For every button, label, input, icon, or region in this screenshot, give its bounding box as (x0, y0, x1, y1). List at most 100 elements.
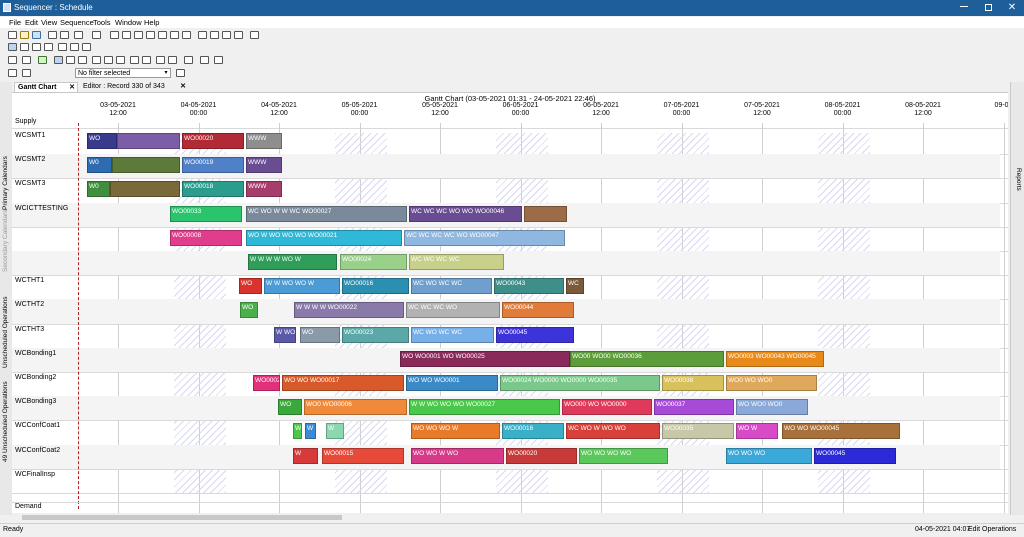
resource-name[interactable]: WCTHT1 (15, 277, 45, 285)
operation-bar[interactable]: WO00015 (322, 447, 404, 464)
zoom-in-icon[interactable] (66, 56, 75, 64)
resource-name[interactable]: WCConfCoat1 (15, 422, 61, 430)
lk-icon[interactable] (200, 56, 209, 64)
operation-bar[interactable]: W (293, 423, 302, 440)
operation-bar[interactable]: WO00023 (342, 326, 409, 343)
settings-icon[interactable] (250, 31, 259, 39)
operation-bar[interactable]: WC WO W W WC WO00027 (246, 205, 407, 222)
operation-bar[interactable]: W0 (87, 157, 112, 174)
sort-icon[interactable] (156, 56, 165, 64)
split-icon[interactable] (58, 43, 67, 51)
operation-bar[interactable]: WO0 WO00006 (304, 399, 407, 416)
menu-sequence[interactable]: Sequence (60, 18, 94, 27)
filter-icon[interactable] (104, 56, 113, 64)
resource-name[interactable]: WCSMT3 (15, 180, 46, 188)
operation-bar[interactable]: WC WC WC WC (409, 254, 504, 270)
resource-name[interactable]: WCBonding3 (15, 398, 57, 406)
operation-bar[interactable]: WO00038 (662, 375, 724, 391)
operation-bar[interactable]: WO (87, 133, 117, 149)
filter-apply-icon[interactable] (176, 69, 185, 77)
resource-name[interactable]: WCICTTESTING (15, 204, 69, 212)
menu-view[interactable]: View (41, 18, 58, 27)
primary-calendars-tab[interactable]: Primary Calendars (2, 156, 9, 210)
operation-bar[interactable]: W W WO WO WO WO00027 (409, 399, 560, 416)
operation-bar[interactable]: WO00008 (170, 229, 242, 246)
menu-edit[interactable]: Edit (25, 18, 38, 27)
resource-name[interactable]: WCTHT2 (15, 301, 45, 309)
filter-edit-icon[interactable] (22, 69, 31, 77)
filter-list-icon[interactable] (8, 69, 17, 77)
filter-select[interactable]: No filter selected ▾ (75, 68, 171, 78)
operation-bar[interactable]: WO00045 (496, 326, 574, 343)
operation-bar[interactable]: W WO (274, 326, 296, 343)
fit-icon[interactable] (92, 56, 101, 64)
operation-bar[interactable]: WO WO WO W (411, 423, 500, 440)
close-tab-icon[interactable]: ✕ (69, 84, 75, 91)
resource-name[interactable]: WCConfCoat2 (15, 446, 61, 454)
operation-bar[interactable]: WWW (246, 181, 282, 198)
operation-bar[interactable]: WO WO W WO (411, 447, 504, 464)
operation-bar[interactable]: WC WC WC WO WO WO00046 (409, 205, 522, 222)
unscheduled-count-tab[interactable]: 49 Unscheduled Operations (2, 381, 9, 462)
operation-bar[interactable] (110, 181, 180, 198)
operation-bar[interactable] (112, 157, 180, 174)
chart-icon[interactable] (134, 31, 143, 39)
print-icon[interactable] (48, 31, 57, 39)
operation-bar[interactable]: WO (239, 278, 262, 295)
resource-name[interactable]: WCSMT2 (15, 156, 46, 164)
operation-bar[interactable]: WO (278, 399, 302, 416)
operation-bar[interactable]: W (293, 447, 318, 464)
scrollbar-thumb[interactable] (22, 515, 342, 520)
operation-bar[interactable]: WO00037 (654, 399, 734, 416)
image-icon[interactable] (146, 31, 155, 39)
minimize-button[interactable] (952, 0, 976, 16)
operation-bar[interactable]: WO00024 (340, 254, 407, 270)
operation-bar[interactable]: WC WO WC WC (411, 278, 492, 295)
move-icon[interactable] (38, 56, 47, 64)
menu-tools[interactable]: Tools (93, 18, 111, 27)
lock-icon[interactable] (210, 31, 219, 39)
operation-bar[interactable]: WWW (246, 133, 282, 149)
operation-bar[interactable]: WO00016 (342, 278, 409, 295)
operation-bar[interactable]: WO WO0001 WO WO00025 (400, 350, 570, 367)
open-folder-icon[interactable] (20, 31, 29, 39)
resource-name[interactable]: WCFinalInsp (15, 470, 56, 478)
operation-bar[interactable]: WC WC WC WC WO WO00047 (404, 229, 565, 246)
resource-name[interactable]: WCTHT3 (15, 325, 45, 333)
gantt-view-icon[interactable] (8, 43, 17, 51)
merge-icon[interactable] (70, 43, 79, 51)
operation-bar[interactable]: WO WO0 WO0 (736, 399, 808, 416)
operation-bar[interactable]: WO WO WO WO (579, 447, 668, 464)
operation-bar[interactable]: WO W (736, 423, 778, 440)
operation-bar[interactable] (117, 133, 180, 149)
operation-bar[interactable]: WO00018 (182, 181, 244, 198)
operation-bar[interactable]: WO00044 (502, 302, 574, 319)
operation-bar[interactable]: WO00033 (170, 205, 242, 222)
operation-bar[interactable]: WO00045 (814, 447, 896, 464)
schedule-forward-icon[interactable] (32, 43, 41, 51)
operation-bar[interactable]: WWW (246, 157, 282, 174)
secondary-calendars-tab[interactable]: Secondary Calendars (2, 209, 9, 272)
screen-icon[interactable] (182, 31, 191, 39)
refresh-icon[interactable] (222, 31, 231, 39)
gauge-icon[interactable] (170, 31, 179, 39)
operation-bar[interactable]: WO WO WO (726, 447, 812, 464)
operation-bar[interactable]: WC WC WC WO (406, 302, 500, 319)
operation-bar[interactable]: WO (240, 302, 258, 319)
operation-bar[interactable]: WO00020 (506, 447, 577, 464)
operation-bar[interactable]: WC (566, 278, 584, 295)
operation-bar[interactable]: WO WO WO0001 (406, 375, 498, 391)
operation-bar[interactable]: WO WO WO00045 (782, 423, 900, 440)
cancel-icon[interactable] (60, 31, 69, 39)
star-icon[interactable] (82, 43, 91, 51)
horizontal-scrollbar[interactable] (12, 513, 1008, 522)
operation-bar[interactable]: WO00 WO00 WO00036 (570, 350, 724, 367)
operation-bar[interactable] (524, 205, 567, 222)
menu-file[interactable]: File (9, 18, 22, 27)
schedule-back-icon[interactable] (44, 43, 53, 51)
operation-bar[interactable]: WO W WO WO WO WO00021 (246, 229, 402, 246)
calendar-icon[interactable] (116, 56, 125, 64)
operation-bar[interactable]: WO (300, 326, 340, 343)
operation-bar[interactable]: WO00024 WO0000 WO0000 WO00035 (500, 375, 660, 391)
pointer-icon[interactable] (8, 56, 17, 64)
